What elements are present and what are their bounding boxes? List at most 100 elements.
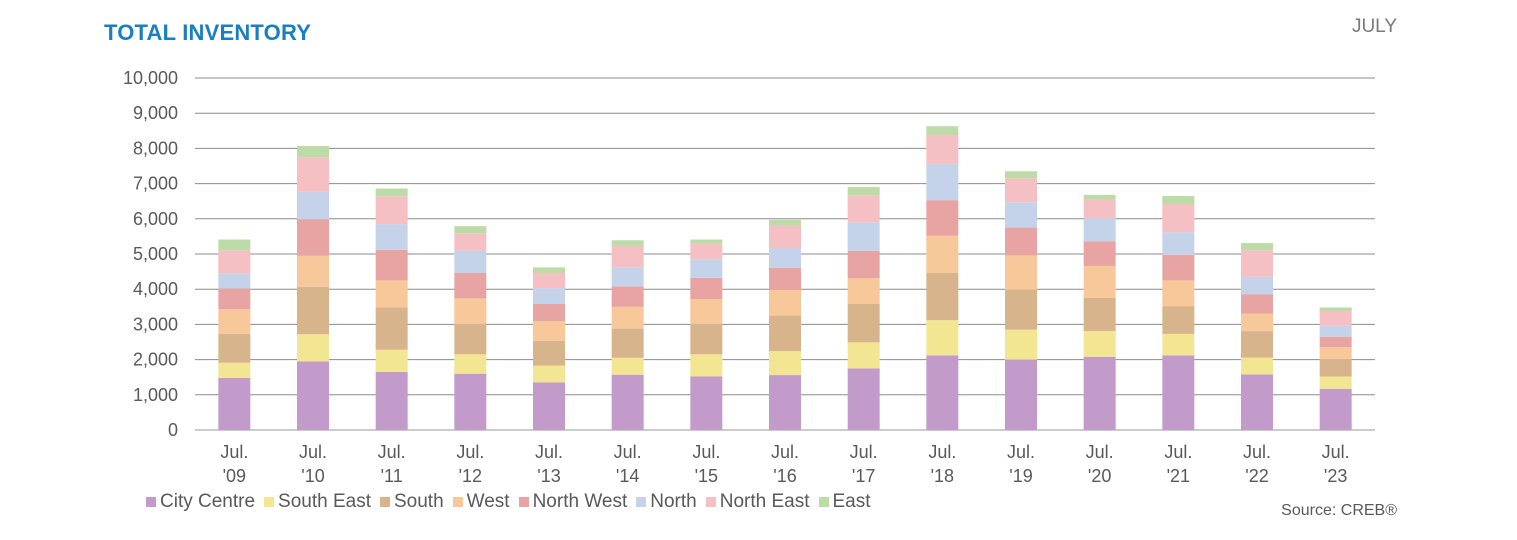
bar-segment-west — [1241, 313, 1273, 332]
bar-segment-north — [297, 191, 329, 220]
y-tick-label: 6,000 — [133, 209, 178, 229]
bar-segment-north-west — [454, 273, 487, 299]
legend-label: East — [832, 491, 871, 512]
x-tick-label: Jul. — [928, 442, 956, 462]
x-tick-label: Jul. — [220, 442, 248, 462]
legend-swatch — [818, 497, 829, 507]
bar-segment-city-centre — [218, 377, 251, 430]
bar-segment-north-east — [847, 195, 880, 223]
bar-segment-west — [533, 321, 565, 341]
bar-segment-south-east — [1241, 357, 1273, 375]
legend-label: North West — [532, 491, 628, 512]
bar-segment-north — [611, 267, 644, 287]
bar-segment-north — [769, 248, 801, 268]
bar-segment-west — [1005, 255, 1037, 290]
x-tick-label: '14 — [616, 466, 639, 486]
x-tick-label: Jul. — [614, 442, 642, 462]
bar-segment-east — [690, 239, 723, 244]
bar-segment-north-east — [926, 135, 959, 164]
y-tick-label: 7,000 — [133, 174, 178, 194]
bar-segment-north-east — [1319, 311, 1352, 326]
bars — [218, 126, 1352, 430]
bar-segment-north — [218, 273, 251, 289]
x-tick-label: '12 — [459, 466, 482, 486]
bar-segment-city-centre — [690, 376, 723, 430]
bar-segment-north — [1162, 232, 1195, 255]
bar-segment-south — [533, 340, 565, 366]
legend-label: North East — [719, 491, 810, 512]
month-label: JULY — [1351, 16, 1397, 37]
legend-swatch — [146, 497, 156, 507]
bar-segment-south-east — [1005, 329, 1037, 360]
legend-item-east: East — [818, 491, 871, 513]
bar-segment-south — [1162, 306, 1195, 334]
y-tick-label: 3,000 — [133, 314, 178, 334]
bar-segment-south-east — [297, 334, 329, 362]
legend-swatch — [379, 497, 390, 507]
x-tick-label: Jul. — [850, 442, 878, 462]
bar-segment-north-west — [1083, 241, 1116, 266]
legend-item-south-east: South East — [264, 491, 371, 513]
legend-label: West — [466, 491, 510, 512]
y-tick-label: 0 — [168, 420, 178, 440]
bar-segment-city-centre — [1162, 355, 1195, 430]
x-tick-label: Jul. — [456, 442, 484, 462]
bar-segment-city-centre — [926, 355, 959, 430]
bar-segment-south-east — [769, 351, 801, 376]
y-tick-label: 5,000 — [133, 244, 178, 264]
bar-segment-south — [847, 303, 880, 343]
bar-segment-north-east — [454, 233, 487, 251]
bar-segment-city-centre — [1083, 356, 1116, 430]
bar-segment-south-east — [1083, 331, 1116, 357]
bar-segment-east — [926, 126, 959, 136]
bar-segment-south-east — [1162, 333, 1195, 356]
bar-segment-west — [690, 299, 723, 324]
bar-segment-north-west — [1241, 294, 1273, 314]
bar-segment-east — [769, 219, 801, 226]
bar-segment-south — [454, 323, 487, 355]
bar-segment-north-east — [218, 250, 251, 274]
bar-segment-city-centre — [375, 371, 408, 430]
bar-segment-west — [769, 289, 801, 316]
y-axis-ticks: 0 1,000 2,000 3,000 4,000 5,000 6,000 7,000 8,00… — [123, 68, 178, 440]
bar-segment-east — [611, 240, 644, 246]
bar-segment-east — [533, 267, 565, 274]
x-tick-label: Jul. — [1007, 442, 1035, 462]
bar-segment-east — [1241, 243, 1273, 251]
bar-segment-city-centre — [1319, 388, 1352, 430]
bar-segment-north-west — [375, 249, 408, 281]
legend-swatch — [636, 497, 647, 507]
legend-item-south: South — [379, 491, 444, 513]
x-tick-label: '13 — [537, 466, 560, 486]
x-tick-label: '19 — [1009, 466, 1032, 486]
legend-item-north: North — [636, 491, 697, 513]
x-tick-label: Jul. — [692, 442, 720, 462]
bar-segment-city-centre — [297, 361, 329, 430]
y-tick-label: 2,000 — [133, 350, 178, 370]
legend-item-north-west: North West — [518, 491, 628, 513]
bar-segment-west — [218, 309, 251, 334]
bar-segment-east — [1162, 195, 1195, 205]
bar-segment-north-west — [611, 286, 644, 307]
bar-segment-north-west — [218, 288, 251, 310]
legend-swatch — [705, 497, 716, 507]
bar-segment-east — [297, 145, 329, 158]
source-note: Source: CREB® — [1281, 502, 1397, 519]
x-tick-label: '09 — [223, 466, 246, 486]
legend-swatch — [264, 497, 275, 507]
bar-segment-south-east — [1319, 376, 1352, 389]
y-tick-label: 9,000 — [133, 103, 178, 123]
x-tick-label: Jul. — [1322, 442, 1350, 462]
bar-segment-south-east — [533, 365, 565, 383]
bar-segment-west — [297, 255, 329, 287]
bar-segment-north-east — [769, 225, 801, 249]
x-tick-label: '11 — [381, 466, 403, 486]
bar-segment-south — [611, 328, 644, 358]
x-tick-label: Jul. — [299, 442, 327, 462]
bar-segment-south — [1005, 289, 1037, 330]
bar-segment-city-centre — [1005, 359, 1037, 430]
x-tick-label: '18 — [931, 466, 954, 486]
bar-segment-north-west — [847, 250, 880, 279]
legend-swatch — [518, 497, 529, 507]
bar-segment-city-centre — [1241, 374, 1273, 430]
